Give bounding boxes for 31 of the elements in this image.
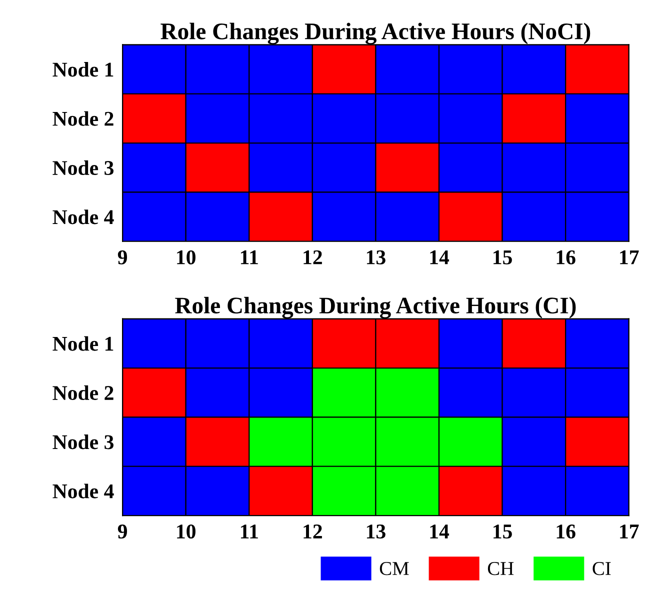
y-tick-label: Node 3 [52, 434, 114, 450]
y-tick-label: Node 4 [52, 484, 114, 498]
y-tick-label: Node 3 [52, 160, 114, 176]
x-tick-label: 12 [304, 250, 322, 264]
y-tick-label: Node 2 [52, 385, 114, 400]
y-tick-label: Node 1 [52, 62, 114, 77]
x-tick-label: 15 [494, 250, 512, 264]
x-tick-label: 14 [430, 250, 450, 264]
x-tick-label: 14 [430, 524, 450, 538]
x-tick-label: 9 [118, 524, 128, 539]
x-tick-label: 16 [556, 524, 576, 539]
x-tick-label: 11 [240, 250, 258, 264]
x-tick-label: 10 [177, 250, 196, 264]
x-tick-label: 12 [304, 524, 322, 538]
x-tick-label: 17 [620, 250, 639, 264]
x-tick-label: 17 [620, 524, 639, 538]
x-tick-label: 11 [240, 524, 258, 538]
y-tick-label: Node 4 [52, 210, 114, 224]
x-tick-label: 13 [366, 250, 386, 264]
x-tick-label: 9 [118, 250, 128, 264]
x-tick-label: 15 [494, 524, 512, 539]
x-tick-label: 13 [366, 524, 386, 539]
chart-title: Role Changes During Active Hours (CI) [175, 296, 576, 319]
chart-title: Role Changes During Active Hours (NoCI) [160, 22, 590, 44]
x-tick-label: 10 [177, 524, 196, 539]
legend-label: CH [488, 562, 514, 576]
legend-label: CI [592, 562, 611, 576]
x-tick-label: 16 [556, 250, 576, 264]
legend-label: CM [380, 562, 409, 576]
y-tick-label: Node 2 [52, 111, 114, 126]
y-tick-label: Node 1 [52, 336, 114, 351]
